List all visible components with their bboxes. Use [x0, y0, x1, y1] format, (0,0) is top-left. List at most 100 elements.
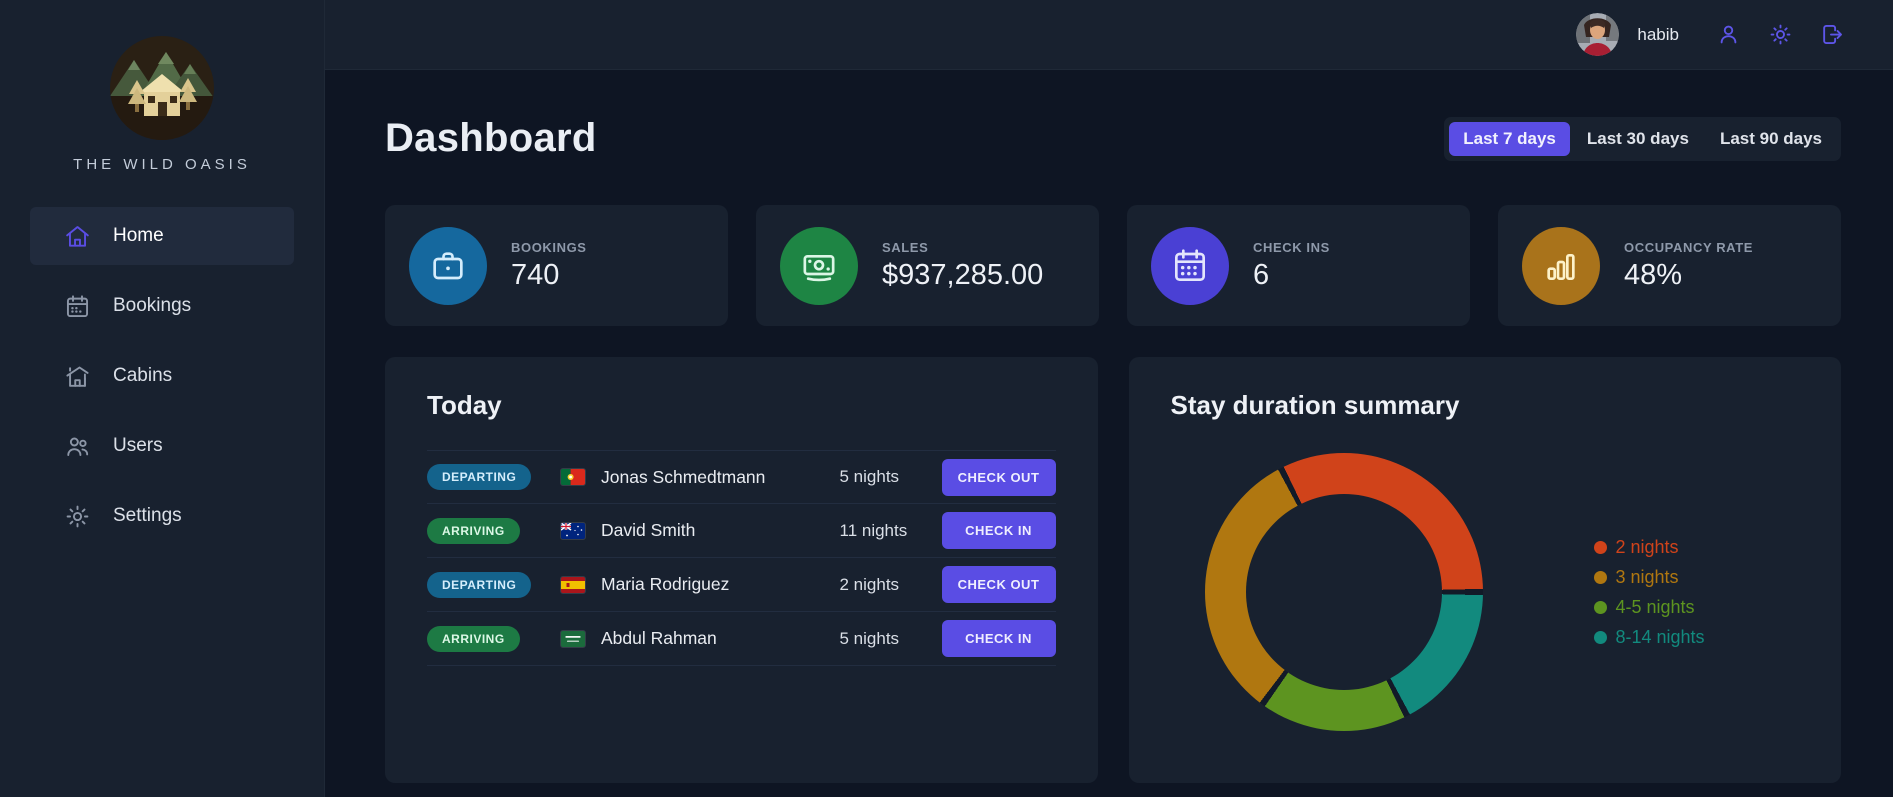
nights: 11 nights [839, 520, 908, 540]
avatar [1576, 13, 1620, 56]
status-badge: Arriving [427, 625, 520, 652]
stat-icon-circle [1151, 226, 1229, 305]
user-icon [1720, 25, 1736, 44]
guest-name: David Smith [601, 520, 696, 540]
legend-dot [1593, 570, 1607, 584]
check-out-button[interactable]: Check out [941, 458, 1056, 496]
today-row: Departing Jonas Schmedtmann 5 nights Che… [427, 450, 1056, 504]
stat-value: 48% [1624, 258, 1683, 291]
today-panel: Today Departing Jonas Schmedtmann 5 nigh… [385, 357, 1098, 783]
wild-oasis-logo-icon [110, 36, 214, 140]
chart-bar-icon [1547, 253, 1575, 280]
stat-icon-circle [409, 226, 487, 305]
stat-sales: Sales $937,285.00 [756, 205, 1099, 326]
guest-name: Jonas Schmedtmann [601, 466, 766, 487]
check-in-button[interactable]: Check in [941, 620, 1056, 657]
stat-label: Sales [882, 239, 929, 255]
legend-label: 4-5 nights [1615, 596, 1695, 617]
users-icon [67, 437, 89, 456]
stat-value: $937,285.00 [882, 258, 1044, 291]
donut-hole [1245, 494, 1442, 690]
sun-icon [1770, 24, 1790, 45]
flag-spain-icon [560, 575, 586, 594]
sidebar-item-users[interactable]: Users [30, 417, 294, 475]
nights: 5 nights [839, 467, 900, 486]
brand-name: THE WILD OASIS [73, 156, 251, 173]
gear-icon [66, 505, 89, 527]
logout-icon [1822, 25, 1842, 44]
account-button[interactable] [1711, 18, 1745, 52]
chart-legend: 2 nights 3 nights 4-5 nights 8-14 n [1593, 536, 1705, 648]
cabin-icon [66, 366, 89, 387]
status-badge: Departing [427, 464, 532, 490]
stay-duration-panel: Stay duration summary 2 nights 3 nights [1128, 357, 1841, 783]
status-badge: Departing [427, 571, 532, 598]
home-icon [66, 225, 89, 247]
nights: 2 nights [839, 574, 900, 594]
banknotes-icon [803, 254, 835, 281]
sidebar-item-home[interactable]: Home [30, 207, 294, 265]
stat-check-ins: Check ins 6 [1127, 205, 1470, 326]
calendar-days-icon [1174, 248, 1205, 281]
briefcase-icon [433, 251, 463, 279]
sidebar-item-label: Bookings [113, 295, 192, 316]
top-header: habib [325, 0, 1893, 70]
legend-item: 8-14 nights [1593, 626, 1705, 648]
sidebar-item-cabins[interactable]: Cabins [30, 347, 294, 405]
status-badge: Arriving [427, 517, 520, 544]
sidebar-item-label: Settings [113, 505, 182, 526]
sidebar-item-label: Cabins [113, 365, 173, 386]
legend-label: 2 nights [1615, 536, 1679, 557]
check-out-button[interactable]: Check out [941, 566, 1056, 603]
stay-duration-title: Stay duration summary [1170, 390, 1460, 420]
filter-last-7-days[interactable]: Last 7 days [1449, 121, 1570, 156]
sidebar-item-settings[interactable]: Settings [30, 487, 294, 545]
flag-saudi-arabia-icon [560, 629, 586, 648]
date-range-filter: Last 7 days Last 30 days Last 90 days [1444, 116, 1841, 161]
legend-item: 2 nights [1593, 536, 1705, 558]
check-in-button[interactable]: Check in [941, 512, 1056, 549]
legend-label: 3 nights [1615, 566, 1679, 587]
sidebar: THE WILD OASIS Home Bookings [0, 0, 325, 797]
flag-portugal-icon [560, 468, 586, 486]
stat-occupancy-rate: Occupancy rate 48% [1498, 205, 1841, 326]
stat-value: 6 [1253, 258, 1270, 291]
user-name: habib [1637, 24, 1679, 44]
today-row: Arriving Abdul Rahman 5 nights Check in [427, 612, 1056, 666]
today-activity-list: Departing Jonas Schmedtmann 5 nights Che… [427, 450, 1056, 666]
stat-icon-circle [1522, 226, 1600, 305]
stat-label: Check ins [1253, 239, 1330, 255]
main-nav: Home Bookings Cabins [0, 207, 324, 545]
logout-button[interactable] [1815, 18, 1849, 52]
sidebar-item-label: Home [113, 225, 164, 246]
dashboard-main: Dashboard Last 7 days Last 30 days Last … [325, 70, 1893, 797]
legend-item: 3 nights [1593, 566, 1705, 588]
stat-value: 740 [511, 258, 560, 291]
guest-name: Maria Rodriguez [601, 574, 730, 594]
logo: THE WILD OASIS [0, 34, 324, 173]
today-title: Today [427, 390, 502, 420]
today-row: Arriving David Smith 11 nights Ch [427, 504, 1056, 558]
stat-cards: Bookings 740 Sales $937,285.00 [385, 205, 1841, 326]
legend-item: 4-5 nights [1593, 596, 1705, 618]
filter-last-30-days[interactable]: Last 30 days [1573, 122, 1703, 156]
stat-label: Bookings [511, 239, 587, 255]
calendar-icon [66, 294, 89, 317]
legend-label: 8-14 nights [1615, 626, 1705, 647]
stat-label: Occupancy rate [1624, 239, 1754, 255]
legend-dot [1593, 630, 1607, 644]
today-row: Departing Maria Rodriguez 2 nights Check… [427, 558, 1056, 612]
guest-name: Abdul Rahman [601, 628, 717, 648]
legend-dot [1593, 600, 1607, 614]
dark-mode-toggle-button[interactable] [1763, 18, 1797, 52]
page-title: Dashboard [385, 116, 597, 160]
filter-last-90-days[interactable]: Last 90 days [1706, 122, 1836, 156]
nights: 5 nights [839, 628, 900, 648]
stay-duration-donut-chart [1204, 453, 1483, 731]
sidebar-item-label: Users [113, 435, 163, 456]
sidebar-item-bookings[interactable]: Bookings [30, 277, 294, 335]
stat-bookings: Bookings 740 [385, 205, 728, 326]
stat-icon-circle [780, 226, 858, 305]
flag-australia-icon [560, 521, 586, 540]
